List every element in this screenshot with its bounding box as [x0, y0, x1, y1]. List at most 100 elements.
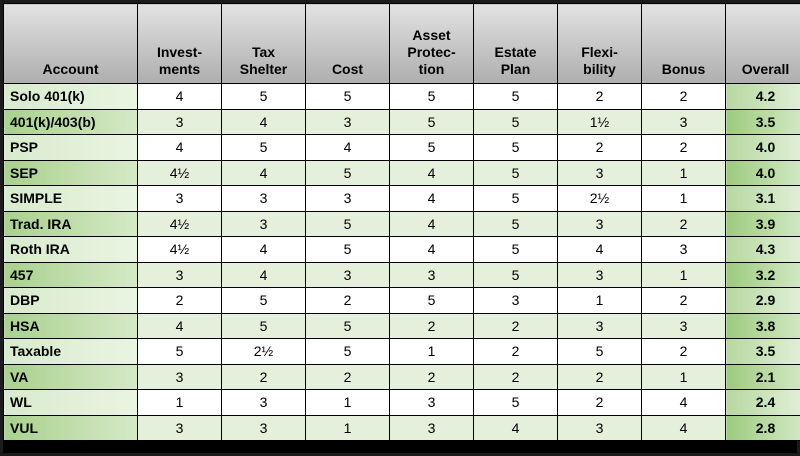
- header-line: Flexi-: [581, 44, 618, 60]
- table-row: DBP 2 5 2 5 3 1 2 2.9: [3, 287, 800, 314]
- header-line: Invest-: [156, 44, 203, 60]
- cell-cost: 1: [305, 414, 390, 441]
- header-estate-plan: Estate Plan: [473, 3, 558, 84]
- cell-estate-plan: 3: [473, 287, 558, 314]
- cell-flexibility: 2: [557, 134, 642, 161]
- cell-asset-protection: 4: [389, 185, 474, 212]
- header-line: Asset: [412, 27, 451, 43]
- cell-flexibility: 1: [557, 287, 642, 314]
- cell-bonus: 2: [641, 134, 726, 161]
- cell-bonus: 4: [641, 414, 726, 441]
- cell-overall: 2.9: [725, 287, 800, 314]
- header-row: Account Invest-ments Tax Shelter Cost Ass…: [3, 3, 800, 84]
- header-line: Account: [42, 61, 99, 77]
- cell-account: DBP: [3, 287, 138, 314]
- table-row: VUL 3 3 1 3 4 3 4 2.8: [3, 414, 800, 441]
- cell-investments: 3: [137, 108, 222, 135]
- cell-asset-protection: 2: [389, 363, 474, 390]
- cell-investments: 5: [137, 338, 222, 365]
- cell-overall: 3.8: [725, 312, 800, 339]
- cell-asset-protection: 5: [389, 83, 474, 110]
- header-overall: Overall: [725, 3, 800, 84]
- cell-estate-plan: 5: [473, 83, 558, 110]
- cell-bonus: 1: [641, 159, 726, 186]
- cell-tax-shelter: 4: [221, 159, 306, 186]
- header-cost: Cost: [305, 3, 390, 84]
- header-line: Shelter: [239, 61, 288, 77]
- cell-asset-protection: 2: [389, 312, 474, 339]
- cell-estate-plan: 2: [473, 338, 558, 365]
- cell-flexibility: 3: [557, 210, 642, 237]
- cell-bonus: 2: [641, 83, 726, 110]
- cell-overall: 3.2: [725, 261, 800, 288]
- cell-tax-shelter: 3: [221, 185, 306, 212]
- cell-tax-shelter: 3: [221, 210, 306, 237]
- cell-bonus: 2: [641, 287, 726, 314]
- cell-tax-shelter: 3: [221, 389, 306, 416]
- cell-estate-plan: 5: [473, 261, 558, 288]
- cell-bonus: 2: [641, 210, 726, 237]
- cell-cost: 4: [305, 134, 390, 161]
- cell-overall: 2.1: [725, 363, 800, 390]
- header-line: Tax: [251, 44, 276, 60]
- cell-investments: 4½: [137, 159, 222, 186]
- cell-flexibility: 3: [557, 261, 642, 288]
- cell-flexibility: 2½: [557, 185, 642, 212]
- cell-estate-plan: 5: [473, 210, 558, 237]
- table-row: 401(k)/403(b) 3 4 3 5 5 1½ 3 3.5: [3, 108, 800, 135]
- cell-asset-protection: 4: [389, 159, 474, 186]
- cell-flexibility: 3: [557, 312, 642, 339]
- cell-bonus: 1: [641, 261, 726, 288]
- header-asset-protection: Asset Protec-tion: [389, 3, 474, 84]
- cell-estate-plan: 4: [473, 414, 558, 441]
- table-row: Trad. IRA 4½ 3 5 4 5 3 2 3.9: [3, 210, 800, 237]
- header-line: Estate: [494, 44, 537, 60]
- cell-flexibility: 3: [557, 414, 642, 441]
- table-row: HSA 4 5 5 2 2 3 3 3.8: [3, 312, 800, 339]
- cell-investments: 3: [137, 185, 222, 212]
- header-line: tion: [418, 61, 445, 77]
- cell-flexibility: 2: [557, 389, 642, 416]
- cell-investments: 4½: [137, 210, 222, 237]
- cell-asset-protection: 3: [389, 261, 474, 288]
- cell-account: SEP: [3, 159, 138, 186]
- cell-cost: 5: [305, 83, 390, 110]
- cell-cost: 2: [305, 287, 390, 314]
- cell-overall: 4.0: [725, 159, 800, 186]
- cell-account: SIMPLE: [3, 185, 138, 212]
- table-frame: Account Invest-ments Tax Shelter Cost Ass…: [3, 3, 800, 453]
- cell-bonus: 2: [641, 338, 726, 365]
- cell-tax-shelter: 3: [221, 414, 306, 441]
- cell-cost: 2: [305, 363, 390, 390]
- cell-overall: 4.0: [725, 134, 800, 161]
- cell-flexibility: 2: [557, 363, 642, 390]
- cell-account: PSP: [3, 134, 138, 161]
- cell-account: 401(k)/403(b): [3, 108, 138, 135]
- cell-tax-shelter: 5: [221, 134, 306, 161]
- account-comparison-table: Account Invest-ments Tax Shelter Cost Ass…: [3, 3, 800, 441]
- cell-estate-plan: 2: [473, 312, 558, 339]
- header-line: bility: [583, 61, 616, 77]
- cell-investments: 3: [137, 363, 222, 390]
- cell-flexibility: 4: [557, 236, 642, 263]
- cell-overall: 3.1: [725, 185, 800, 212]
- cell-tax-shelter: 2: [221, 363, 306, 390]
- header-line: Plan: [500, 61, 531, 77]
- cell-cost: 5: [305, 236, 390, 263]
- header-line: ments: [158, 61, 201, 77]
- cell-overall: 4.2: [725, 83, 800, 110]
- cell-account: 457: [3, 261, 138, 288]
- cell-account: VUL: [3, 414, 138, 441]
- header-line: Overall: [741, 61, 790, 77]
- cell-flexibility: 5: [557, 338, 642, 365]
- cell-investments: 4: [137, 83, 222, 110]
- cell-flexibility: 3: [557, 159, 642, 186]
- cell-estate-plan: 5: [473, 159, 558, 186]
- cell-account: HSA: [3, 312, 138, 339]
- cell-asset-protection: 4: [389, 236, 474, 263]
- cell-asset-protection: 5: [389, 134, 474, 161]
- header-line: Bonus: [661, 61, 706, 77]
- cell-investments: 4: [137, 134, 222, 161]
- cell-tax-shelter: 4: [221, 261, 306, 288]
- cell-estate-plan: 5: [473, 389, 558, 416]
